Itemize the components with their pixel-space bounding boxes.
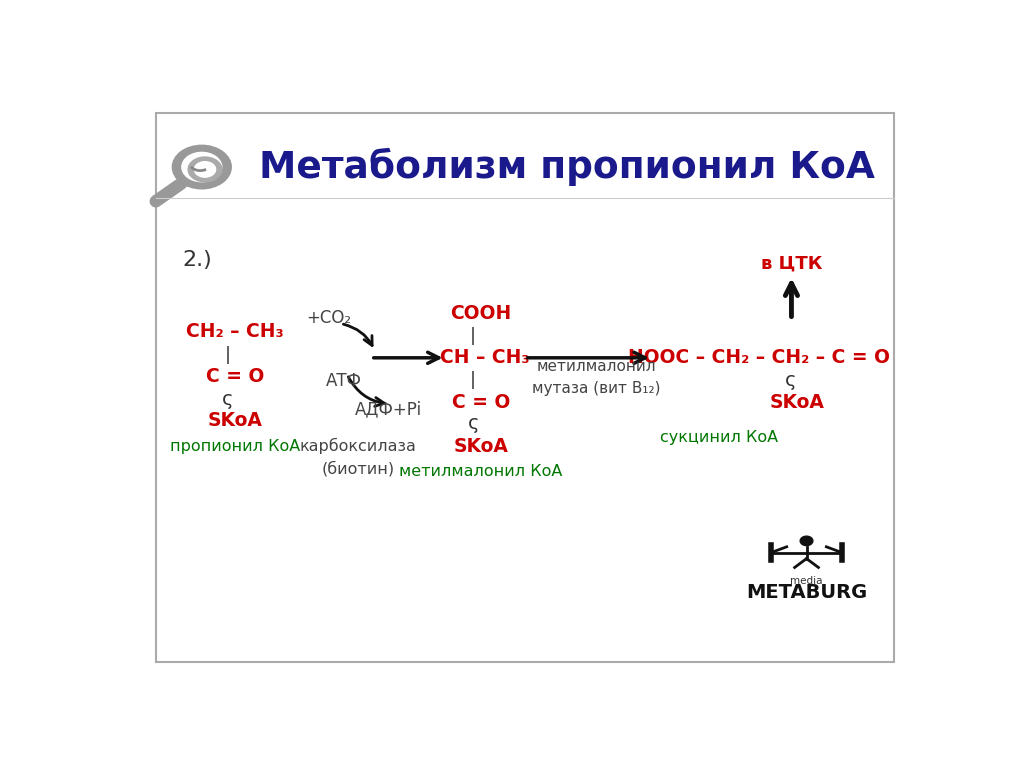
Text: ς: ς xyxy=(222,390,233,409)
Text: пропионил КоА: пропионил КоА xyxy=(170,439,300,454)
Text: ς: ς xyxy=(785,370,797,390)
Text: сукцинил КоА: сукцинил КоА xyxy=(660,430,778,445)
Text: 2.): 2.) xyxy=(182,250,212,270)
Text: метилмалонил: метилмалонил xyxy=(537,359,656,374)
Text: media: media xyxy=(791,576,822,586)
Text: |: | xyxy=(470,371,476,389)
Text: HOOC – CH₂ – CH₂ – C = O: HOOC – CH₂ – CH₂ – C = O xyxy=(628,348,890,367)
Text: METABURG: METABURG xyxy=(745,583,867,602)
Text: |: | xyxy=(225,346,231,364)
Text: (биотин): (биотин) xyxy=(322,461,394,476)
Text: SKoA: SKoA xyxy=(454,437,509,456)
Text: COOH: COOH xyxy=(451,304,512,323)
Circle shape xyxy=(187,156,222,183)
Text: метилмалонил КоА: метилмалонил КоА xyxy=(399,464,563,479)
FancyBboxPatch shape xyxy=(156,113,894,662)
Text: CH – CH₃: CH – CH₃ xyxy=(439,348,529,367)
Text: карбоксилаза: карбоксилаза xyxy=(300,438,417,455)
Text: C = O: C = O xyxy=(452,393,510,412)
Text: |: | xyxy=(470,327,476,345)
Text: АДФ+Pi: АДФ+Pi xyxy=(354,401,422,419)
Text: C = O: C = O xyxy=(206,367,264,387)
Text: CH₂ – CH₃: CH₂ – CH₃ xyxy=(186,321,284,341)
Text: +CO₂: +CO₂ xyxy=(306,308,351,327)
Text: SKoA: SKoA xyxy=(770,393,824,412)
Text: Метаболизм пропионил КоА: Метаболизм пропионил КоА xyxy=(259,148,874,186)
Text: ς: ς xyxy=(468,414,479,433)
Text: АТФ: АТФ xyxy=(326,373,361,390)
Circle shape xyxy=(181,152,222,183)
Circle shape xyxy=(800,536,813,545)
Circle shape xyxy=(172,145,232,189)
Text: мутаза (вит B₁₂): мутаза (вит B₁₂) xyxy=(532,381,660,396)
Circle shape xyxy=(194,161,216,178)
Text: в ЦТК: в ЦТК xyxy=(761,255,822,272)
Text: SKoA: SKoA xyxy=(208,412,262,430)
